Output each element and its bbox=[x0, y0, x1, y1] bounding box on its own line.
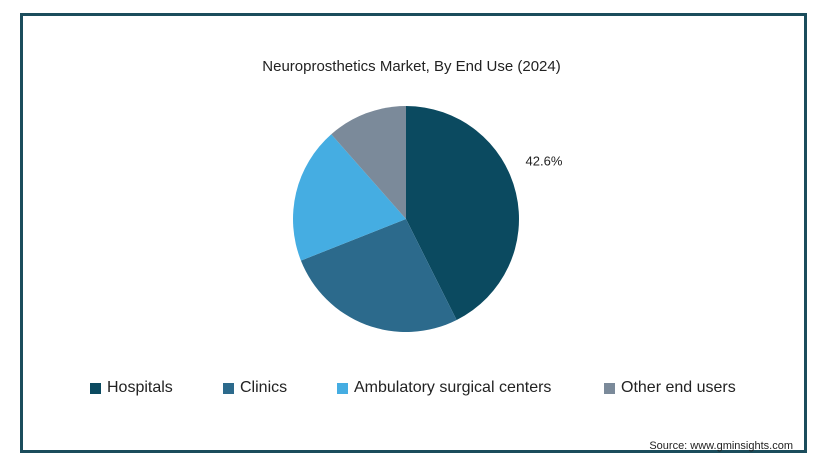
legend-item-clinics: Clinics bbox=[223, 379, 287, 397]
pie-slice-other-end-users bbox=[331, 106, 406, 219]
legend-label: Other end users bbox=[621, 379, 736, 396]
legend-label: Ambulatory surgical centers bbox=[354, 379, 552, 396]
legend-swatch bbox=[337, 382, 348, 394]
source-note: Source: www.gminsights.com bbox=[649, 440, 793, 452]
pie-slice-ambulatory-surgical-centers bbox=[293, 134, 406, 261]
legend-item-ambulatory-surgical-centers: Ambulatory surgical centers bbox=[337, 379, 551, 397]
pie-slice-clinics bbox=[300, 219, 457, 333]
legend-item-hospitals: Hospitals bbox=[90, 379, 173, 397]
legend-label: Hospitals bbox=[107, 379, 173, 396]
legend-item-other-end-users: Other end users bbox=[604, 379, 736, 397]
legend-swatch bbox=[604, 382, 615, 394]
chart-title: Neuroprosthetics Market, By End Use (202… bbox=[262, 58, 561, 75]
legend-swatch bbox=[223, 382, 234, 394]
legend-swatch bbox=[90, 382, 101, 394]
legend-label: Clinics bbox=[240, 379, 288, 396]
pie-slice-hospitals bbox=[406, 106, 519, 321]
data-label: 42.6% bbox=[526, 153, 563, 168]
